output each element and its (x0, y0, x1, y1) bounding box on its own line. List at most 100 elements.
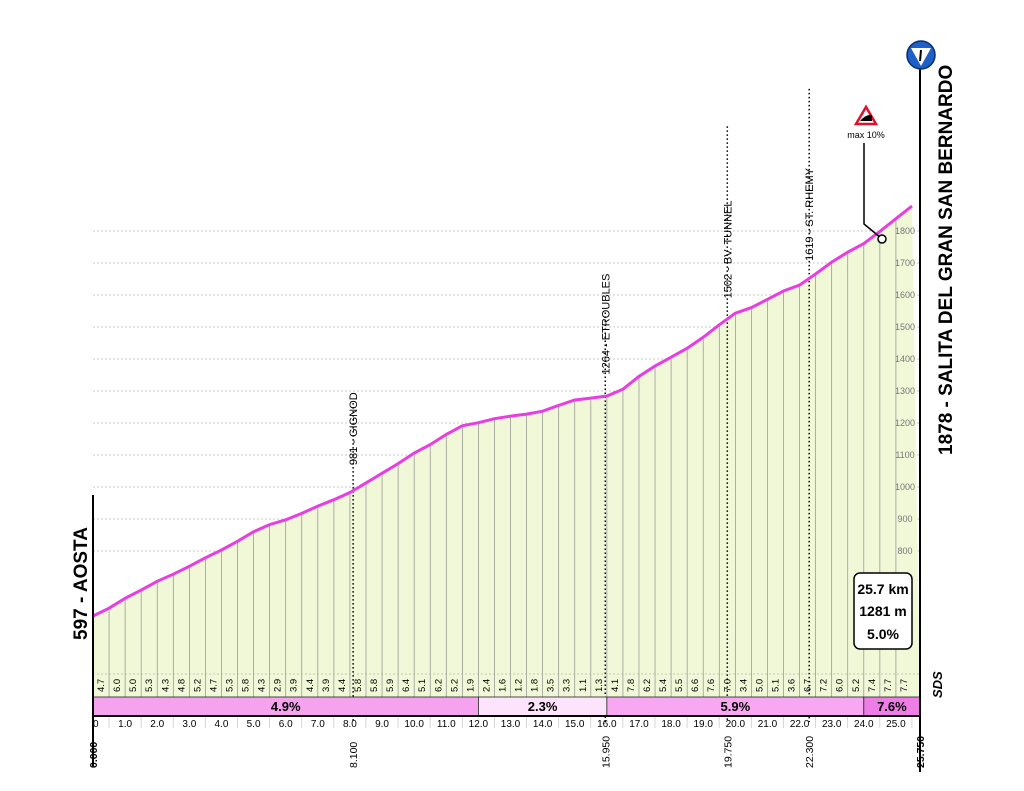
x-tick-label: 19.0 (693, 719, 713, 730)
x-tick-label: 18.0 (661, 719, 681, 730)
finish-icon (906, 40, 936, 70)
segment-gradient-label: 5.2 (192, 679, 203, 692)
y-tick-label: 1800 (895, 226, 915, 236)
segment-gradient-label: 6.6 (690, 679, 701, 692)
segment-gradient-label: 7.8 (626, 679, 637, 692)
vertical-grid (108, 218, 897, 697)
y-tick-labels: 800 900 1000 1100 1200 1300 1400 1500 1600 1700 18… (895, 226, 915, 556)
x-tick-label: 25.0 (886, 719, 906, 730)
segment-gradient-label: 6.7 (803, 679, 814, 692)
segment-gradient-label: 7.7 (899, 679, 910, 692)
segment-gradient-label: 5.1 (417, 679, 428, 692)
x-tick-label: 0 (93, 719, 99, 730)
segment-gradient-label: 5.8 (241, 679, 252, 692)
x-tick-label: 9.0 (375, 719, 389, 730)
y-tick-label: 1300 (895, 386, 915, 396)
segment-gradient-label: 3.9 (321, 679, 332, 692)
sds-logo: SDS (930, 671, 945, 698)
segment-gradient-label: 4.4 (337, 679, 348, 692)
x-tick-label: 11.0 (437, 719, 456, 730)
x-tick-label: 4.0 (215, 719, 229, 730)
summary-box: 25.7 km 1281 m 5.0% (853, 572, 913, 650)
waypoint-km-label: 8.100 (348, 742, 360, 768)
chart-title: 1878 - SALITA DEL GRAN SAN BERNARDO (936, 65, 957, 455)
segment-gradient-label: 6.2 (642, 679, 653, 692)
segment-gradient-label: 4.3 (257, 679, 268, 692)
waypoint-label: 1619 - ST. RHEMY (804, 167, 816, 261)
segment-gradient-label: 6.0 (112, 679, 123, 692)
segment-gradient-label: 7.0 (722, 679, 733, 692)
segment-gradient-label: 5.3 (144, 679, 155, 692)
segment-gradient-label: 5.2 (851, 679, 862, 692)
segment-gradient-label: 3.9 (289, 679, 300, 692)
x-tick-label: 6.0 (279, 719, 293, 730)
x-tick-label: 24.0 (854, 719, 874, 730)
waypoint-label: 1502 - BV. TUNNEL (722, 201, 734, 299)
section-bands: 4.9% 2.3% 5.9% 7.6% (92, 696, 921, 717)
segment-gradient-label: 5.3 (224, 679, 235, 692)
summary-distance: 25.7 km (857, 581, 908, 597)
section-gradient-label: 5.9% (721, 699, 751, 714)
waypoint-km-label: 19.750 (722, 736, 734, 768)
x-axis: 0 1.0 2.0 3.0 4.0 5.0 6.0 7.0 8.0 9.0 10.0 11.0 12.0… (88, 715, 927, 768)
segment-gradient-label: 5.2 (449, 679, 460, 692)
x-tick-label: 1.0 (118, 719, 132, 730)
segment-gradient-label: 4.4 (305, 679, 316, 692)
segment-gradient-label: 1.6 (497, 679, 508, 692)
x-tick-label: 14.0 (533, 719, 553, 730)
x-tick-label: 23.0 (822, 719, 842, 730)
x-tick-label: 17.0 (629, 719, 649, 730)
segment-gradient-label: 7.6 (706, 679, 717, 692)
x-tick-label: 15.0 (565, 719, 585, 730)
segment-gradient-label: 6.4 (401, 679, 412, 692)
section-gradient-label: 7.6% (877, 699, 907, 714)
y-tick-label: 1600 (895, 290, 915, 300)
x-tick-label: 20.0 (726, 719, 746, 730)
segment-gradient-label: 5.8 (353, 679, 364, 692)
x-tick-label: 3.0 (182, 719, 196, 730)
segment-gradient-label: 3.5 (546, 679, 557, 692)
segment-gradient-label: 5.1 (770, 679, 781, 692)
segment-gradient-label: 7.7 (883, 679, 894, 692)
segment-gradient-label: 2.9 (273, 679, 284, 692)
x-tick-label: 16.0 (597, 719, 617, 730)
x-tick-label: 12.0 (469, 719, 489, 730)
y-tick-label: 900 (897, 514, 912, 524)
segment-gradient-label: 1.9 (465, 679, 476, 692)
segment-gradient-label: 3.6 (787, 679, 798, 692)
segment-gradient-label: 6.0 (835, 679, 846, 692)
segment-gradient-label: 5.9 (385, 679, 396, 692)
segment-gradient-label: 3.3 (562, 679, 573, 692)
max-gradient-marker: max 10% (847, 104, 887, 244)
max-gradient-label: max 10% (847, 130, 885, 140)
gradient-labels: 4.7 6.0 5.0 5.3 4.3 4.8 5.2 4.7 5.3 5.8 4.3 2.9 3.9 4… (93, 673, 920, 692)
y-tick-label: 1700 (895, 258, 915, 268)
summary-gain: 1281 m (859, 603, 906, 619)
y-tick-label: 1200 (895, 418, 915, 428)
x-tick-label: 22.0 (790, 719, 810, 730)
segment-gradient-label: 7.4 (867, 679, 878, 692)
segment-gradient-label: 4.7 (96, 679, 107, 692)
segment-gradient-label: 2.4 (481, 679, 492, 692)
segment-gradient-label: 4.7 (208, 679, 219, 692)
segment-gradient-label: 5.5 (674, 679, 685, 692)
x-tick-label: 13.0 (501, 719, 521, 730)
summary-average-gradient: 5.0% (867, 626, 899, 642)
segment-gradient-label: 4.1 (610, 679, 621, 692)
waypoint-label: 981 - GIGNOD (348, 392, 360, 465)
section-gradient-label: 4.9% (271, 699, 301, 714)
y-tick-label: 1500 (895, 322, 915, 332)
segment-gradient-label: 4.8 (176, 679, 187, 692)
segment-gradient-label: 5.8 (369, 679, 380, 692)
profile-line (92, 204, 913, 618)
segment-gradient-label: 3.4 (738, 679, 749, 692)
y-tick-label: 1000 (895, 482, 915, 492)
segment-gradient-label: 1.2 (514, 679, 525, 692)
segment-gradient-label: 7.2 (819, 679, 830, 692)
segment-gradient-label: 6.2 (433, 679, 444, 692)
waypoint-km-label: 15.950 (600, 736, 612, 768)
segment-gradient-label: 1.1 (578, 679, 589, 692)
x-tick-label: 8.0 (343, 719, 357, 730)
x-tick-label: 21.0 (758, 719, 778, 730)
